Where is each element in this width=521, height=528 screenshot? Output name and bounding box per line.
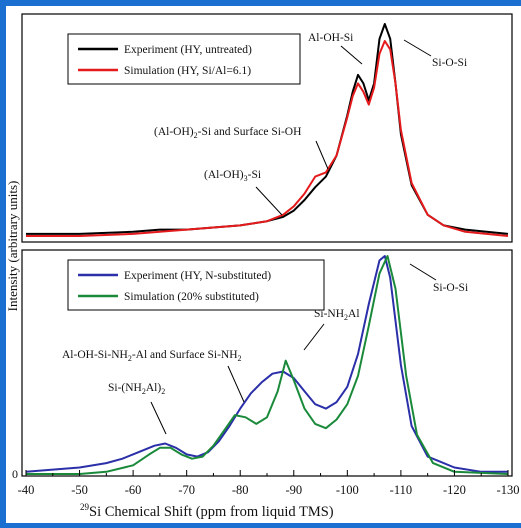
x-tick-label: -40 [18,483,35,497]
nmr-spectra-chart: -40 -50 -60 -70 -80 -90 -100 -110 -120 -130 Exper… [5,13,520,520]
annotation-al-oh-si-nh2-al-arrow [227,365,245,403]
x-tick-label: -130 [497,483,520,497]
x-tick-label: -70 [178,483,195,497]
top-legend-label-experiment: Experiment (HY, untreated) [124,44,252,56]
annotation-si-o-si-top-arrow [403,39,432,57]
top-legend-box [67,33,301,85]
top-panel-curves [26,23,509,237]
bottom-legend-label-experiment: Experiment (HY, N-substituted) [124,270,271,282]
x-tick-label: -80 [232,483,249,497]
top-annotations: Al-OH-Si Si-O-Si (Al-OH)2-Si and Surface… [154,32,467,216]
bottom-annotations: Si-O-Si Si-NH2Al Al-OH-Si-NH2-Al and Sur… [62,263,468,435]
annotation-si-nh2al-2-arrow [150,401,167,435]
annotation-si-nh2al-2: Si-(NH2Al)2 [108,382,165,396]
x-tick-label: -90 [285,483,302,497]
x-tick-label: -50 [71,483,88,497]
nmr-figure: -40 -50 -60 -70 -80 -90 -100 -110 -120 -130 Exper… [5,6,521,523]
annotation-al-oh2-si: (Al-OH)2-Si and Surface Si-OH [154,126,301,140]
annotation-si-o-si-top: Si-O-Si [432,57,467,69]
annotation-al-oh2-si-arrow [315,140,329,170]
x-tick-label: -100 [336,483,359,497]
x-tick-label: -60 [125,483,142,497]
series-line-bottom-experiment [25,255,508,473]
annotation-si-o-si-bottom: Si-O-Si [433,282,468,294]
bottom-panel-curves [25,255,509,475]
y-tick-zero: 0 [12,467,18,481]
bottom-legend-label-simulation: Simulation (20% substituted) [124,291,259,303]
annotation-si-o-si-bottom-arrow [409,263,437,281]
annotation-si-nh2al: Si-NH2Al [314,308,360,322]
bottom-legend-box [67,259,325,311]
annotation-al-oh-si: Al-OH-Si [308,32,353,44]
bottom-legend: Experiment (HY, N-substituted) Simulatio… [67,259,325,311]
series-line-bottom-simulation [26,255,509,475]
top-panel-frame [21,13,513,243]
annotation-si-nh2al-arrow [303,323,325,351]
top-legend-label-simulation: Simulation (HY, Si/Al=6.1) [124,65,251,77]
annotation-al-oh-si-nh2-al: Al-OH-Si-NH2-Al and Surface Si-NH2 [62,349,242,363]
x-axis-label: 29Si Chemical Shift (ppm from liquid TMS… [80,502,334,520]
annotation-al-oh3-si-arrow [255,186,283,216]
x-tick-label: -120 [443,483,466,497]
x-tick-label: -110 [390,483,412,497]
x-axis-ticks: -40 -50 -60 -70 -80 -90 -100 -110 -120 -130 [18,470,520,497]
annotation-al-oh-si-arrow [340,45,363,65]
annotation-al-oh3-si: (Al-OH)3-Si [204,169,261,183]
series-line-top-simulation [26,40,509,237]
top-legend: Experiment (HY, untreated) Simulation (H… [67,33,301,85]
y-axis-label: Intensity (arbitrary units) [6,181,20,312]
